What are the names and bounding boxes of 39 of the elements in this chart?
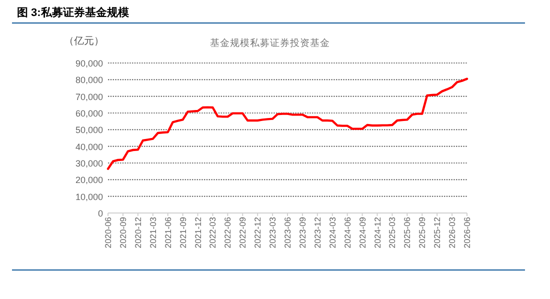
- y-tick-label: 80,000: [75, 75, 103, 86]
- y-tick-label: 0: [98, 208, 103, 218]
- x-tick-label: 2026-03: [447, 216, 458, 248]
- y-tick-label: 70,000: [75, 92, 103, 102]
- x-tick-label: 2023-09: [297, 216, 308, 248]
- x-tick-label: 2021-06: [162, 216, 173, 248]
- x-tick-label: 2024-12: [372, 216, 382, 248]
- x-tick-label: 2021-12: [192, 216, 203, 248]
- x-tick-label: 2022-12: [252, 216, 263, 248]
- x-tick-label: 2022-06: [222, 216, 233, 248]
- x-tick-label: 2020-06: [103, 216, 113, 248]
- y-tick-label: 40,000: [75, 142, 103, 152]
- x-tick-label: 2025-09: [417, 216, 428, 248]
- x-tick-label: 2022-09: [238, 216, 248, 248]
- x-tick-label: 2022-03: [208, 216, 218, 248]
- x-tick-label: 2024-09: [357, 216, 368, 248]
- y-tick-label: 10,000: [75, 192, 103, 202]
- x-tick-label: 2023-06: [282, 216, 292, 248]
- x-tick-label: 2023-12: [312, 216, 322, 248]
- x-tick-label: 2021-03: [148, 216, 158, 248]
- chart-subtitle: 基金规模私募证券投资基金: [210, 37, 330, 49]
- y-tick-label: 30,000: [75, 158, 103, 168]
- x-tick-label: 2024-03: [327, 216, 338, 248]
- x-tick-label: 2026-06: [462, 216, 472, 248]
- y-tick-label: 90,000: [75, 58, 103, 68]
- x-tick-label: 2025-03: [387, 216, 398, 248]
- x-tick-label: 2020-12: [132, 216, 143, 248]
- y-tick-label: 50,000: [75, 125, 103, 136]
- x-tick-label: 2023-03: [268, 216, 278, 248]
- x-tick-label: 2024-06: [342, 216, 352, 248]
- line-series: [106, 78, 468, 170]
- y-axis-title: （亿元）: [64, 36, 104, 47]
- x-tick-label: 2021-09: [178, 216, 188, 248]
- x-tick-label: 2025-06: [402, 216, 412, 248]
- y-tick-label: 20,000: [75, 175, 103, 186]
- x-tick-label: 2020-09: [118, 216, 128, 248]
- chart-title: 图 3:私募证券基金规模: [17, 6, 130, 19]
- x-tick-label: 2025-12: [432, 216, 442, 248]
- y-tick-label: 60,000: [75, 108, 103, 118]
